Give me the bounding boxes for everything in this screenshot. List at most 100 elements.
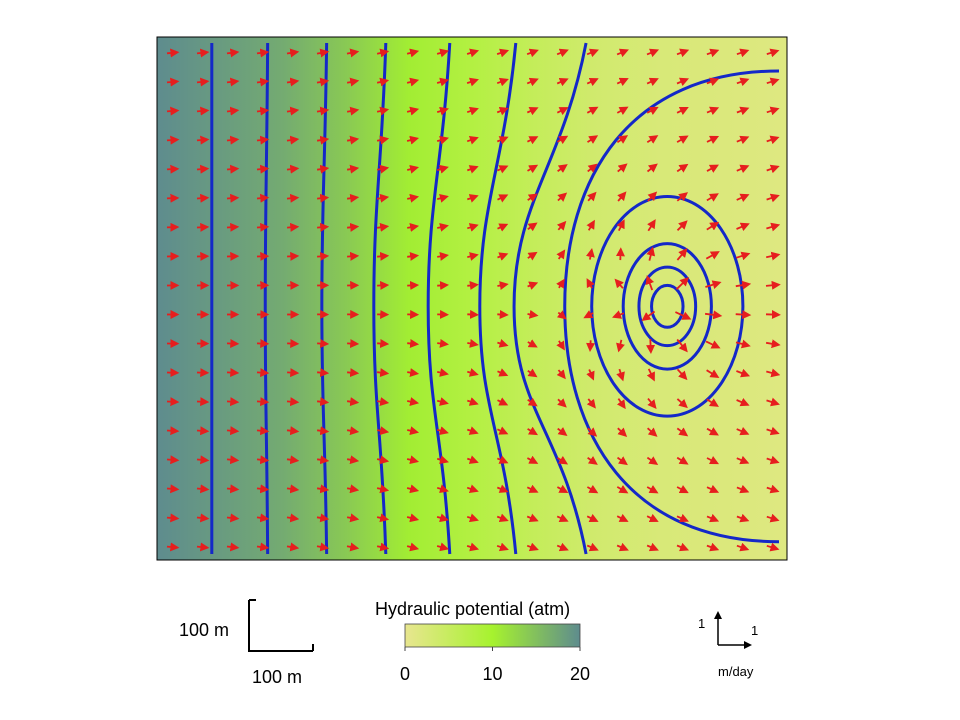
velocity-arrow <box>766 251 781 261</box>
velocity-arrow <box>527 281 539 290</box>
velocity-arrow <box>616 339 625 353</box>
velocity-arrow <box>196 426 210 436</box>
colorbar: Hydraulic potential (atm) 0 10 20 <box>375 599 590 684</box>
velocity-arrow <box>407 222 420 232</box>
velocity-arrow <box>466 484 479 494</box>
velocity-key-vertical-label: 1 <box>698 616 705 631</box>
velocity-arrow <box>196 106 210 116</box>
velocity-arrow <box>346 426 360 436</box>
velocity-arrow <box>526 484 539 493</box>
plot-area <box>156 36 788 561</box>
velocity-arrow <box>586 484 599 494</box>
velocity-arrow <box>586 369 595 381</box>
velocity-arrow <box>377 339 390 349</box>
velocity-arrow <box>556 310 567 320</box>
velocity-arrow <box>557 455 569 465</box>
velocity-arrow <box>346 164 360 174</box>
velocity-arrow <box>407 193 420 203</box>
velocity-arrow <box>497 397 509 406</box>
velocity-arrow <box>376 513 390 523</box>
velocity-arrow <box>706 456 720 465</box>
velocity-arrow <box>436 513 449 523</box>
velocity-arrow <box>407 339 420 348</box>
velocity-arrow <box>706 427 719 436</box>
velocity-arrow <box>526 513 539 522</box>
velocity-arrow <box>646 106 659 115</box>
velocity-arrow <box>617 191 627 202</box>
velocity-arrow <box>736 513 750 523</box>
velocity-arrow <box>586 48 599 58</box>
velocity-arrow <box>676 542 690 552</box>
velocity-arrow <box>736 48 750 58</box>
velocity-arrow <box>587 163 598 173</box>
velocity-arrow <box>377 251 390 261</box>
velocity-arrow <box>347 251 360 261</box>
velocity-arrow <box>706 48 720 58</box>
velocity-arrow <box>614 278 624 289</box>
velocity-arrow <box>166 135 180 145</box>
velocity-arrow <box>286 484 300 494</box>
velocity-arrow <box>316 135 330 145</box>
velocity-key-unit: m/day <box>718 664 754 679</box>
velocity-arrow <box>646 485 659 494</box>
velocity-arrow <box>406 542 420 552</box>
velocity-arrow <box>527 309 539 319</box>
velocity-arrow <box>166 455 180 465</box>
velocity-arrow <box>556 220 567 231</box>
velocity-arrow <box>556 542 569 552</box>
velocity-arrow <box>286 77 300 87</box>
velocity-arrow <box>166 106 180 116</box>
velocity-arrow <box>346 484 360 494</box>
velocity-arrow <box>706 135 720 145</box>
velocity-arrow <box>736 484 750 494</box>
velocity-arrow <box>466 165 479 174</box>
velocity-arrow <box>676 48 690 58</box>
velocity-arrow <box>317 368 330 378</box>
velocity-arrow <box>586 278 595 289</box>
colorbar-tick-label: 0 <box>400 664 410 684</box>
velocity-arrow <box>466 513 479 523</box>
velocity-arrow <box>676 513 689 523</box>
velocity-arrow <box>406 48 420 58</box>
velocity-arrow <box>256 397 270 407</box>
velocity-arrow <box>706 542 720 552</box>
velocity-arrow <box>256 455 270 465</box>
velocity-arrow <box>376 48 390 58</box>
scale-bar: 100 m 100 m <box>179 599 314 687</box>
velocity-arrow <box>646 456 659 466</box>
potential-field <box>157 37 787 560</box>
velocity-arrow <box>556 484 569 494</box>
velocity-arrow <box>316 426 330 436</box>
velocity-arrow <box>526 77 539 87</box>
velocity-arrow <box>527 426 538 436</box>
velocity-arrow <box>376 368 390 378</box>
velocity-arrow <box>317 251 330 261</box>
velocity-arrow <box>587 191 597 202</box>
velocity-arrow <box>676 163 689 173</box>
velocity-arrow <box>286 397 300 407</box>
velocity-arrow <box>641 310 656 322</box>
velocity-arrow <box>676 368 688 381</box>
velocity-arrow <box>406 106 420 116</box>
velocity-arrow <box>736 222 750 232</box>
velocity-arrow <box>466 135 479 145</box>
velocity-arrow <box>766 106 780 116</box>
velocity-arrow <box>436 77 450 87</box>
velocity-arrow <box>766 48 780 58</box>
velocity-arrow <box>406 455 420 465</box>
velocity-arrow <box>467 339 479 348</box>
velocity-arrow <box>436 164 449 174</box>
velocity-arrow <box>676 456 689 465</box>
velocity-arrow <box>317 193 330 203</box>
velocity-arrow <box>497 426 509 435</box>
velocity-arrow <box>226 455 240 465</box>
velocity-arrow <box>496 136 509 145</box>
velocity-arrow <box>376 397 390 407</box>
velocity-arrow <box>557 192 568 202</box>
velocity-arrow <box>196 484 210 494</box>
velocity-arrow <box>766 164 780 174</box>
velocity-arrow <box>436 542 450 552</box>
scale-bar-horizontal-label: 100 m <box>252 667 302 687</box>
velocity-arrow <box>286 164 300 174</box>
